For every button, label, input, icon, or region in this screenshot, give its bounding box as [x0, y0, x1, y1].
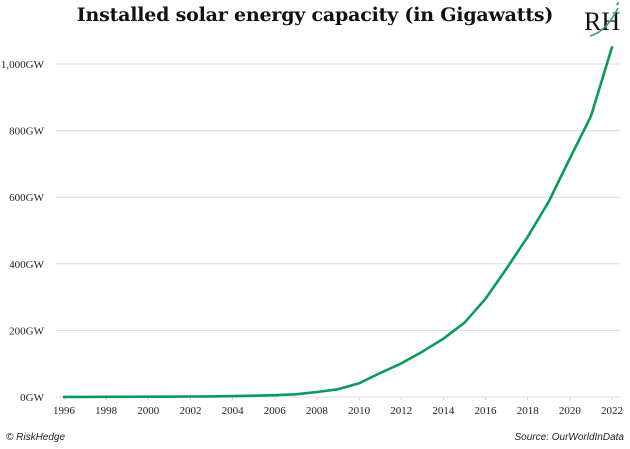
x-tick-label: 2008: [306, 405, 329, 417]
x-tick-label: 2006: [264, 405, 287, 417]
x-tick-label: 2022: [601, 405, 623, 417]
y-tick-label: 400GW: [9, 259, 44, 271]
x-tick-label: 2018: [517, 405, 540, 417]
y-tick-label: 0GW: [20, 392, 44, 404]
x-tick-label: 2010: [348, 405, 371, 417]
x-tick-label: 2020: [559, 405, 582, 417]
y-axis-ticks: 0GW 200GW 400GW 600GW 800GW 1,000GW: [1, 59, 45, 404]
series-line-solar-capacity: [62, 46, 614, 399]
logo-text: RH: [584, 7, 620, 36]
x-tick-label: 2012: [390, 405, 412, 417]
x-tick-label: 1998: [95, 405, 118, 417]
y-tick-label: 1,000GW: [1, 59, 45, 71]
gridlines: [56, 63, 620, 398]
y-tick-label: 800GW: [9, 126, 44, 138]
x-tick-label: 2016: [475, 405, 498, 417]
x-tick-label: 2004: [222, 405, 245, 417]
x-tick-label: 2014: [432, 405, 455, 417]
riskhedge-logo: RH: [584, 2, 620, 37]
y-tick-label: 200GW: [9, 325, 44, 337]
logo-leaf-stem-icon: [589, 7, 619, 37]
x-axis-ticks: 1996 1998 2000 2002 2004 2006 2008 2010 2012 2014…: [53, 397, 623, 417]
logo-leaf-icon: [616, 2, 620, 6]
source-label: Source: OurWorldInData: [514, 432, 625, 443]
x-tick-label: 1996: [53, 405, 76, 417]
x-tick-label: 2002: [179, 405, 201, 417]
copyright-label: © RiskHedge: [6, 432, 66, 443]
chart-title: Installed solar energy capacity (in Giga…: [76, 4, 554, 26]
x-tick-label: 2000: [137, 405, 160, 417]
y-tick-label: 600GW: [9, 192, 44, 204]
